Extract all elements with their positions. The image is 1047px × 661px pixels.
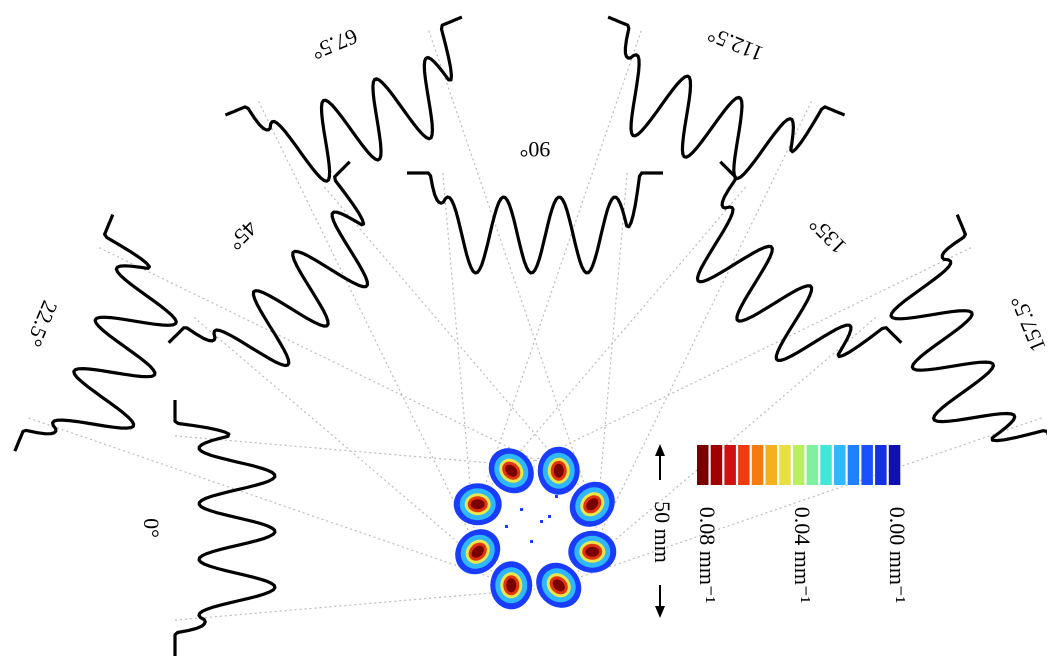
projection-profile — [167, 160, 369, 368]
projection-line — [174, 588, 536, 621]
colorbar-cell — [765, 445, 777, 485]
projection-line — [577, 316, 877, 572]
projection-line — [477, 30, 642, 505]
blob — [586, 498, 599, 511]
projection-line — [491, 186, 747, 486]
projection-profile — [173, 400, 277, 656]
blob — [585, 546, 600, 557]
projection-line — [174, 435, 536, 468]
blob — [470, 499, 485, 510]
scale-arrow-head — [655, 606, 665, 618]
projection-line — [257, 101, 479, 552]
projection-lines — [28, 30, 1042, 621]
projection-line — [28, 417, 512, 586]
colorbar-cell — [779, 445, 791, 485]
speck — [548, 515, 551, 518]
projection-profile — [889, 213, 1047, 443]
colorbar-cell — [751, 445, 764, 485]
blob — [471, 545, 484, 558]
speck — [505, 525, 508, 528]
speck — [540, 520, 543, 523]
angle-label: 22.5° — [21, 297, 62, 350]
colorbar-cell — [710, 445, 723, 485]
angle-label: 157.5° — [1005, 292, 1047, 355]
projection-line — [193, 316, 493, 572]
colorbar-label: 0.00 mm⁻¹ — [885, 507, 910, 603]
scale-arrow-head — [655, 444, 665, 456]
colorbar — [697, 445, 901, 485]
colorbar-cell — [834, 445, 846, 485]
scale-label: 50 mm — [650, 501, 675, 563]
projection-line — [595, 172, 628, 529]
angle-label: 67.5° — [308, 24, 361, 65]
blob — [553, 463, 564, 478]
projection-line — [323, 186, 579, 486]
blob — [505, 464, 518, 477]
colorbar-cell — [806, 445, 819, 485]
speck — [530, 540, 533, 543]
projection-line — [98, 247, 559, 472]
angle-label: 90° — [520, 137, 551, 162]
projection-line — [558, 417, 1042, 586]
projection-profile — [407, 171, 663, 275]
scale-bar: 50 mm — [650, 444, 675, 618]
colorbar-label: 0.04 mm⁻¹ — [790, 507, 815, 603]
colorbar-cell — [792, 445, 805, 485]
projection-line — [591, 101, 813, 552]
angle-label: 112.5° — [704, 22, 767, 67]
projection-line — [428, 30, 593, 505]
speck — [555, 495, 558, 498]
colorbar-cell — [697, 445, 709, 485]
colorbar-cell — [861, 445, 873, 485]
colorbar-cell — [724, 445, 736, 485]
angle-label: 0° — [139, 518, 164, 538]
projection-line — [442, 172, 475, 529]
blob — [506, 578, 517, 593]
angle-label: 45° — [223, 216, 262, 255]
colorbar-cell — [820, 445, 832, 485]
blob — [552, 579, 565, 592]
colorbar-cell — [847, 445, 860, 485]
colorbar-cell — [738, 445, 750, 485]
projection-profile — [224, 15, 463, 183]
angle-label: 135° — [804, 212, 851, 259]
speck — [520, 508, 523, 511]
colorbar-cell — [888, 445, 901, 485]
colorbar-cell — [875, 445, 887, 485]
reconstruction — [453, 446, 617, 610]
projection-profile — [607, 15, 846, 181]
projection-profile — [695, 160, 903, 362]
colorbar-label: 0.08 mm⁻¹ — [695, 507, 720, 603]
projection-profile — [13, 213, 178, 452]
projection-line — [511, 247, 972, 472]
